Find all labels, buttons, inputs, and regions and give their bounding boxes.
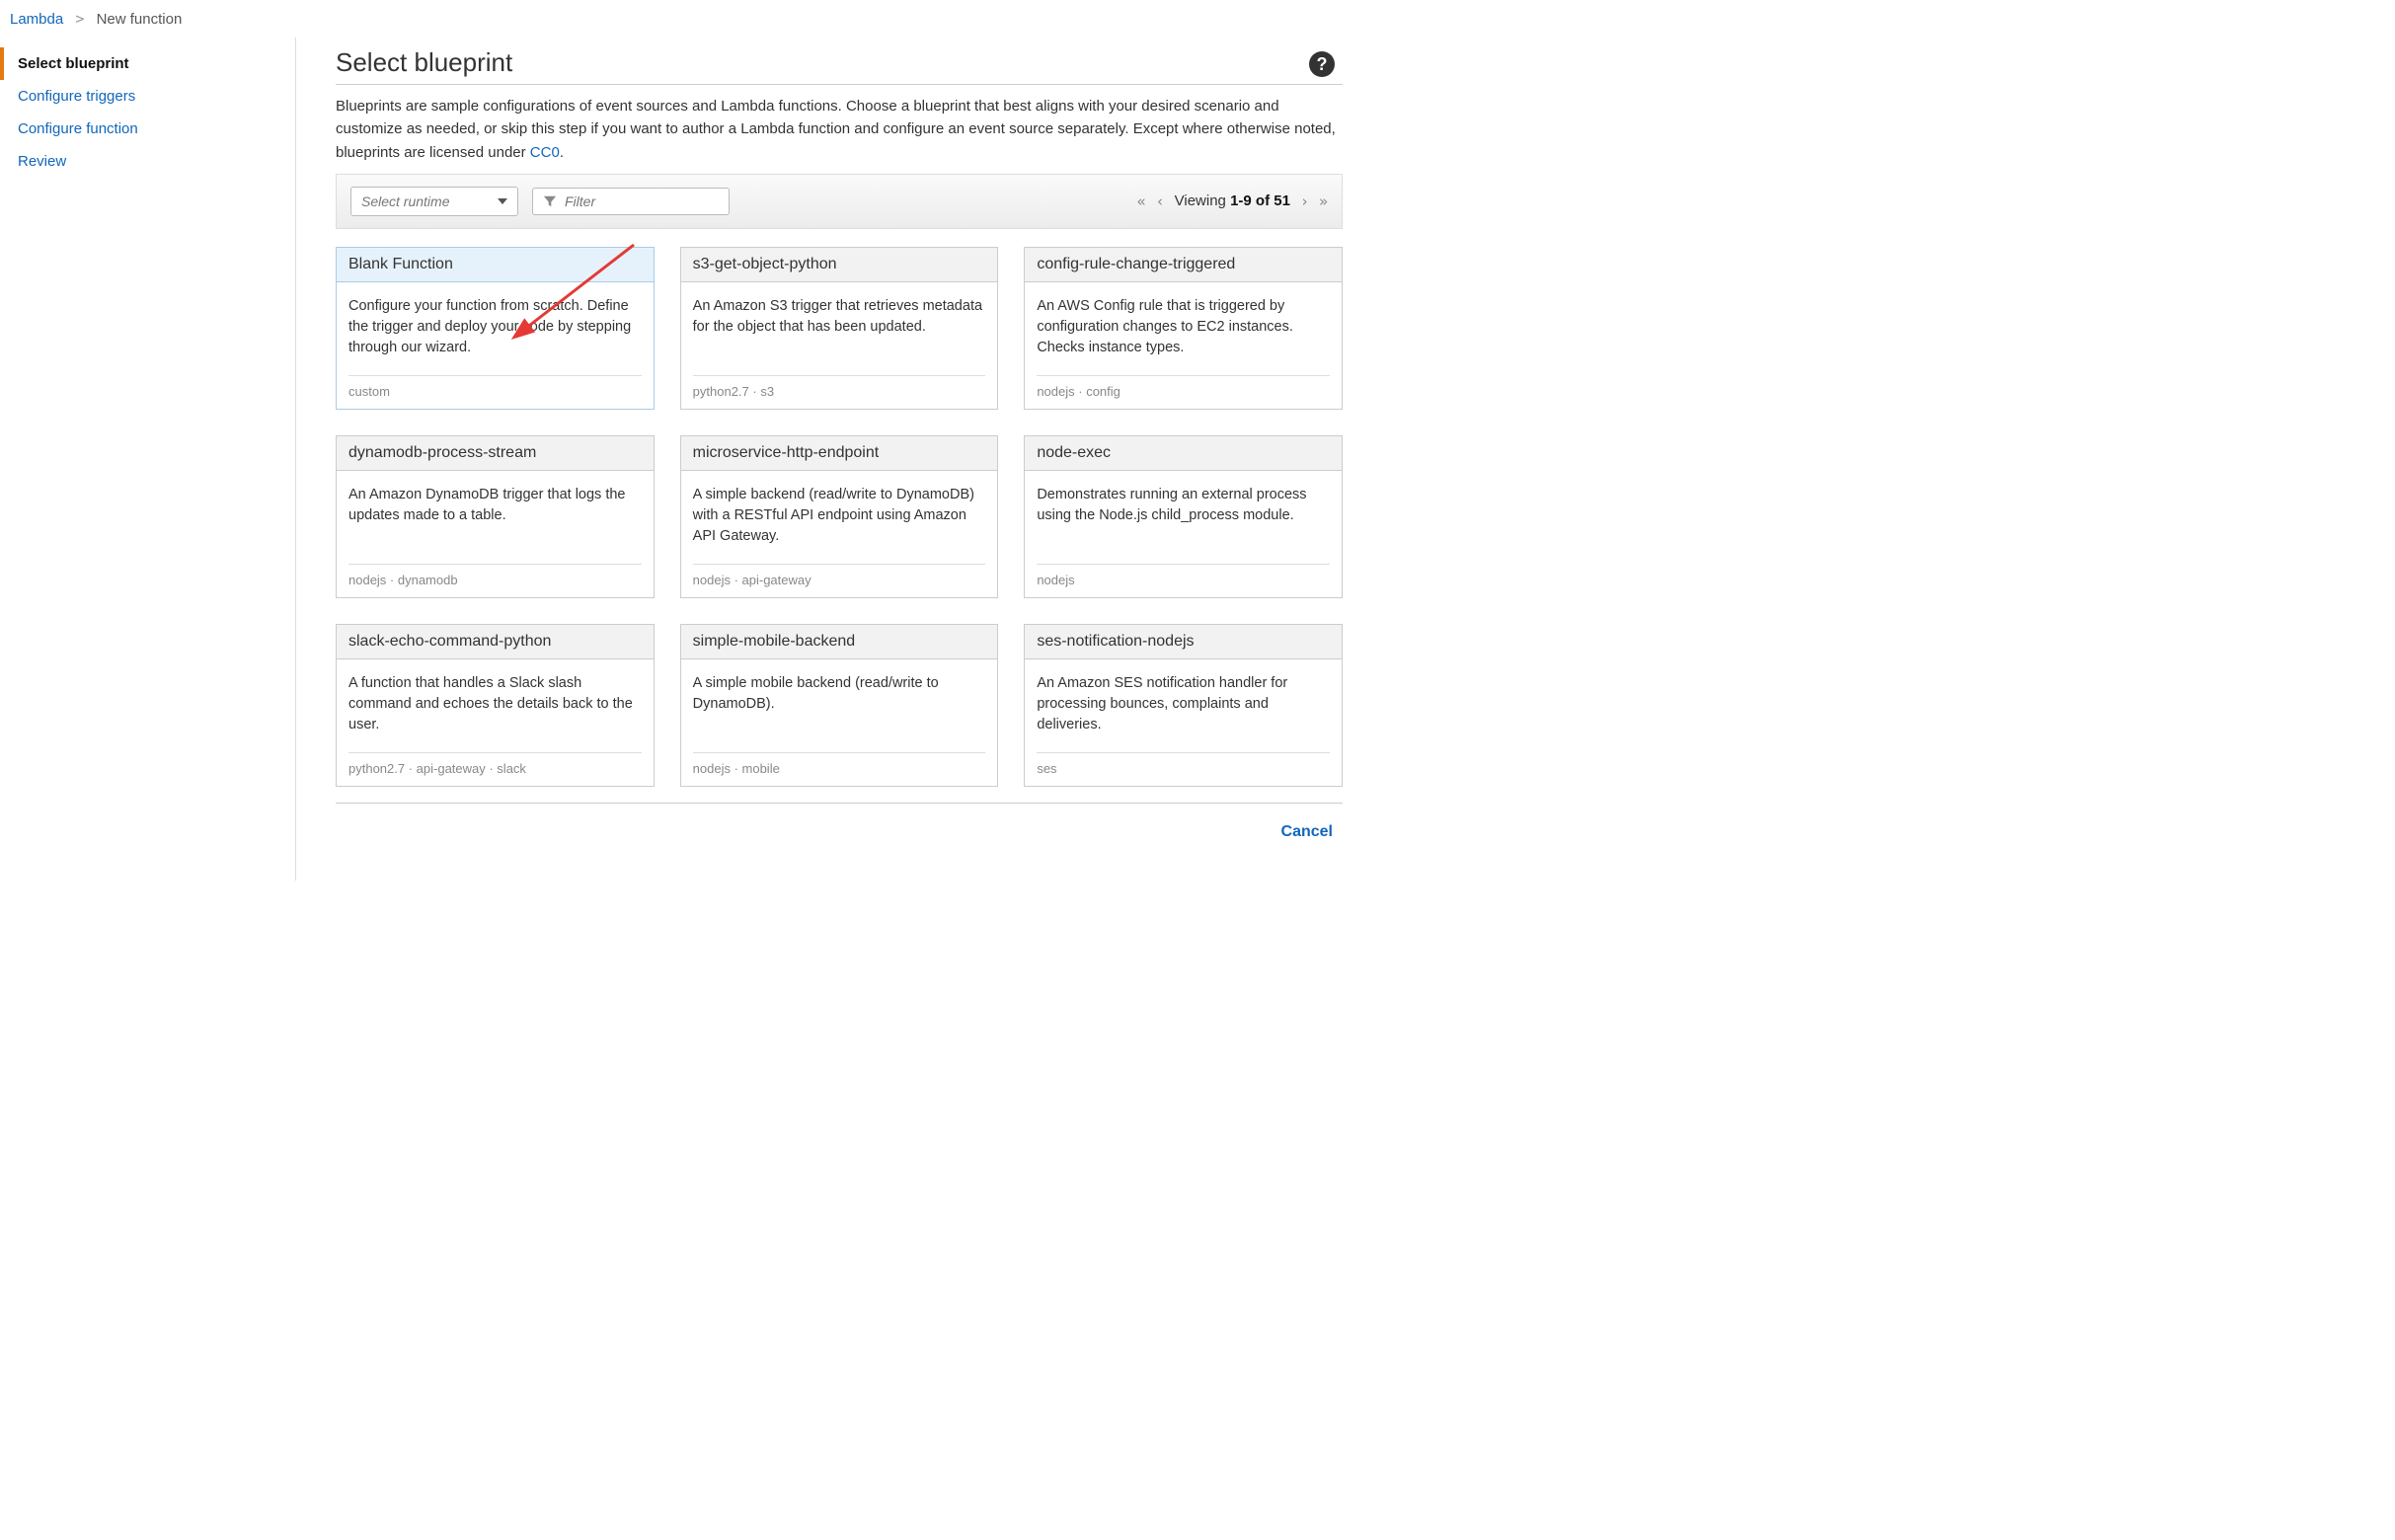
runtime-placeholder: Select runtime xyxy=(361,193,449,209)
page-title: Select blueprint xyxy=(336,47,1343,78)
card-title: node-exec xyxy=(1025,436,1342,471)
footer-actions: Cancel xyxy=(336,804,1343,841)
card-description: A function that handles a Slack slash co… xyxy=(348,673,642,742)
blueprint-card[interactable]: ses-notification-nodejs An Amazon SES not… xyxy=(1024,624,1343,787)
sidebar-item-review[interactable]: Review xyxy=(0,145,295,178)
blueprint-card[interactable]: slack-echo-command-python A function that… xyxy=(336,624,655,787)
breadcrumb-separator: > xyxy=(75,10,84,28)
blueprint-card[interactable]: microservice-http-endpoint A simple backe… xyxy=(680,435,999,598)
pager-first-icon[interactable]: « xyxy=(1137,192,1146,210)
card-tags: nodejs · api-gateway xyxy=(693,564,986,587)
pager-prev-icon[interactable]: ‹ xyxy=(1156,192,1165,210)
card-description: An Amazon S3 trigger that retrieves meta… xyxy=(693,296,986,365)
card-body: A simple mobile backend (read/write to D… xyxy=(681,659,998,786)
blueprint-card[interactable]: s3-get-object-python An Amazon S3 trigger… xyxy=(680,247,999,410)
blueprint-grid: Blank Function Configure your function fr… xyxy=(336,247,1343,787)
page-description: Blueprints are sample configurations of … xyxy=(336,95,1343,164)
card-body: An Amazon DynamoDB trigger that logs the… xyxy=(337,471,654,597)
card-tags: nodejs xyxy=(1037,564,1330,587)
card-body: An AWS Config rule that is triggered by … xyxy=(1025,282,1342,409)
card-description: Configure your function from scratch. De… xyxy=(348,296,642,365)
card-description: Demonstrates running an external process… xyxy=(1037,485,1330,554)
card-body: A simple backend (read/write to DynamoDB… xyxy=(681,471,998,597)
card-description: A simple backend (read/write to DynamoDB… xyxy=(693,485,986,554)
filter-toolbar: Select runtime « ‹ Viewing 1-9 of 51 › » xyxy=(336,174,1343,229)
card-tags: ses xyxy=(1037,752,1330,776)
breadcrumb: Lambda > New function xyxy=(0,0,1343,38)
card-title: ses-notification-nodejs xyxy=(1025,625,1342,659)
card-title: s3-get-object-python xyxy=(681,248,998,282)
card-title: config-rule-change-triggered xyxy=(1025,248,1342,282)
blueprint-card[interactable]: simple-mobile-backend A simple mobile bac… xyxy=(680,624,999,787)
card-title: dynamodb-process-stream xyxy=(337,436,654,471)
card-title: slack-echo-command-python xyxy=(337,625,654,659)
card-tags: python2.7 · s3 xyxy=(693,375,986,399)
card-body: A function that handles a Slack slash co… xyxy=(337,659,654,786)
cancel-button[interactable]: Cancel xyxy=(1281,823,1333,840)
card-tags: custom xyxy=(348,375,642,399)
sidebar-item-configure-function[interactable]: Configure function xyxy=(0,113,295,145)
sidebar-item-configure-triggers[interactable]: Configure triggers xyxy=(0,80,295,113)
card-title: microservice-http-endpoint xyxy=(681,436,998,471)
card-tags: nodejs · dynamodb xyxy=(348,564,642,587)
filter-box[interactable] xyxy=(532,188,730,215)
breadcrumb-current: New function xyxy=(97,11,183,28)
blueprint-card[interactable]: config-rule-change-triggered An AWS Confi… xyxy=(1024,247,1343,410)
card-tags: nodejs · config xyxy=(1037,375,1330,399)
card-tags: nodejs · mobile xyxy=(693,752,986,776)
title-divider xyxy=(336,84,1343,85)
card-description: A simple mobile backend (read/write to D… xyxy=(693,673,986,742)
card-body: An Amazon SES notification handler for p… xyxy=(1025,659,1342,786)
card-title: Blank Function xyxy=(337,248,654,282)
wizard-sidebar: Select blueprintConfigure triggersConfig… xyxy=(0,38,296,881)
help-icon[interactable]: ? xyxy=(1309,51,1335,77)
card-body: Configure your function from scratch. De… xyxy=(337,282,654,409)
caret-down-icon xyxy=(498,198,507,204)
pager-last-icon[interactable]: » xyxy=(1319,192,1328,210)
blueprint-card[interactable]: node-exec Demonstrates running an externa… xyxy=(1024,435,1343,598)
card-description: An Amazon DynamoDB trigger that logs the… xyxy=(348,485,642,554)
license-link[interactable]: CC0 xyxy=(530,144,560,161)
funnel-icon xyxy=(543,194,557,208)
blueprint-card[interactable]: dynamodb-process-stream An Amazon DynamoD… xyxy=(336,435,655,598)
pager-next-icon[interactable]: › xyxy=(1300,192,1309,210)
desc-text-post: . xyxy=(560,144,564,161)
main-content: ? Select blueprint Blueprints are sample… xyxy=(296,38,1343,881)
card-body: An Amazon S3 trigger that retrieves meta… xyxy=(681,282,998,409)
sidebar-item-select-blueprint[interactable]: Select blueprint xyxy=(0,47,295,80)
filter-input[interactable] xyxy=(565,193,719,209)
breadcrumb-root[interactable]: Lambda xyxy=(10,11,63,28)
card-body: Demonstrates running an external process… xyxy=(1025,471,1342,597)
card-title: simple-mobile-backend xyxy=(681,625,998,659)
desc-text-pre: Blueprints are sample configurations of … xyxy=(336,98,1336,161)
blueprint-card[interactable]: Blank Function Configure your function fr… xyxy=(336,247,655,410)
card-description: An AWS Config rule that is triggered by … xyxy=(1037,296,1330,365)
card-description: An Amazon SES notification handler for p… xyxy=(1037,673,1330,742)
pager: « ‹ Viewing 1-9 of 51 › » xyxy=(1137,192,1328,210)
card-tags: python2.7 · api-gateway · slack xyxy=(348,752,642,776)
runtime-select[interactable]: Select runtime xyxy=(350,187,518,216)
pager-label: Viewing 1-9 of 51 xyxy=(1175,192,1290,209)
